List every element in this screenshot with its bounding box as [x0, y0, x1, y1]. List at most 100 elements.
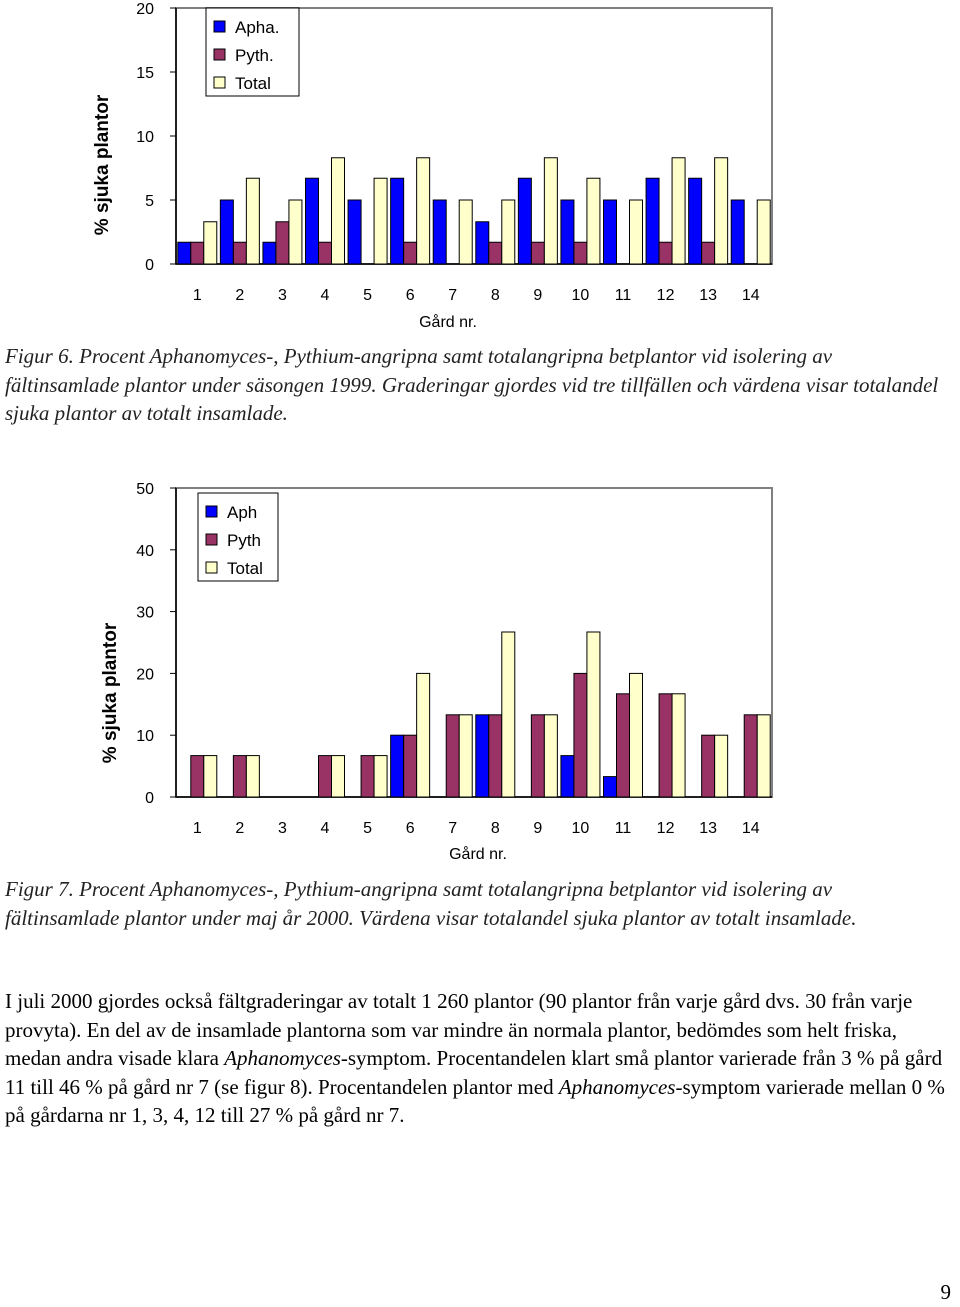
- legend-swatch-pyth: [205, 533, 218, 546]
- bar-pyth-5: [360, 755, 375, 798]
- y-tick-label-10: 10: [136, 728, 154, 745]
- bar-apha-2: [219, 199, 234, 265]
- x-tick-label-9: 9: [533, 820, 542, 837]
- bar-total-2: [245, 177, 260, 265]
- bar-pyth-1: [190, 755, 205, 798]
- bar-total-14: [756, 714, 771, 798]
- bar-total-9: [543, 714, 558, 798]
- bar-total-7: [458, 714, 473, 798]
- x-tick-label-6: 6: [406, 820, 415, 837]
- bar-total-10: [586, 631, 601, 798]
- legend-label-total: Total: [235, 74, 271, 93]
- body-italic-aphanomyces-2: Aphanomyces: [558, 1074, 676, 1099]
- x-tick-label-3: 3: [278, 820, 287, 837]
- bar-total-10: [586, 177, 601, 265]
- y-tick-label-0: 0: [145, 790, 154, 807]
- bar-apha-5: [347, 199, 362, 265]
- bar-aph-10: [560, 755, 575, 798]
- legend-label-total: Total: [227, 559, 263, 578]
- x-tick-label-14: 14: [742, 820, 760, 837]
- bar-total-11: [629, 199, 643, 265]
- x-tick-label-13: 13: [699, 287, 717, 304]
- bar-total-2: [245, 755, 260, 798]
- legend: Aph Pyth Total: [197, 492, 279, 582]
- x-tick-label-13: 13: [699, 820, 717, 837]
- bar-pyth-9: [530, 714, 545, 798]
- legend-swatch-pyth: [213, 48, 226, 61]
- bar-total-1: [203, 755, 218, 798]
- body-text-1: I juli 2000 gjordes också fältgraderinga…: [5, 989, 913, 1070]
- bar-pyth-13: [701, 241, 716, 265]
- bar-total-7: [458, 199, 473, 265]
- y-tick-label-5: 5: [145, 193, 154, 210]
- x-tick-label-5: 5: [363, 820, 372, 837]
- y-tick-label-40: 40: [136, 543, 154, 560]
- body-text-3: -symptom varierade mellan 0 % på gårdarn…: [5, 1074, 945, 1128]
- bar-pyth-8: [488, 714, 503, 798]
- bar-pyth-1: [190, 241, 205, 265]
- x-tick-label-2: 2: [235, 287, 244, 304]
- bar-total-12: [671, 157, 686, 265]
- bar-pyth-6: [403, 241, 418, 265]
- bar-apha-9: [517, 177, 532, 265]
- legend-swatch-aph: [205, 505, 218, 518]
- bar-pyth-4: [318, 755, 332, 798]
- body-italic-aphanomyces-1: Aphanomyces: [224, 1046, 341, 1070]
- bar-apha-6: [390, 177, 405, 265]
- figure-7-caption: Figur 7. Procent Aphanomyces-, Pythium-a…: [5, 877, 857, 930]
- bar-pyth-2: [232, 241, 247, 265]
- page-number: 9: [940, 1280, 952, 1304]
- bar-total-13: [714, 157, 729, 265]
- bar-total-5: [373, 177, 388, 265]
- x-axis-label: Gård nr.: [449, 845, 507, 863]
- bar-total-6: [416, 157, 431, 265]
- x-tick-label-12: 12: [657, 287, 675, 304]
- legend-swatch-total: [213, 76, 226, 89]
- bar-total-13: [714, 734, 729, 798]
- y-tick-label-0: 0: [145, 257, 154, 274]
- y-tick-label-20: 20: [136, 666, 154, 683]
- bar-apha-3: [262, 241, 277, 265]
- bar-apha-1: [177, 241, 192, 265]
- x-tick-label-7: 7: [448, 820, 457, 837]
- bar-total-4: [331, 755, 345, 798]
- bar-pyth-12: [658, 693, 673, 798]
- bar-pyth-12: [658, 241, 673, 265]
- bar-apha-10: [560, 199, 575, 265]
- y-axis-label: % sjuka plantor: [92, 94, 113, 235]
- x-tick-label-9: 9: [533, 287, 542, 304]
- legend-label-pyth: Pyth: [227, 531, 261, 550]
- bar-total-3: [288, 199, 303, 265]
- bar-total-12: [671, 693, 686, 798]
- bar-apha-8: [475, 221, 490, 265]
- y-tick-label-10: 10: [136, 129, 154, 146]
- body-paragraph: I juli 2000 gjordes också fältgraderinga…: [5, 987, 950, 1130]
- y-tick-label-20: 20: [136, 1, 154, 18]
- figure-6-caption: Figur 6. Procent Aphanomyces-, Pythium-a…: [5, 344, 939, 425]
- bar-pyth-13: [701, 734, 716, 798]
- bar-aph-11: [603, 776, 617, 798]
- bar-pyth-10: [573, 241, 588, 265]
- x-tick-label-11: 11: [615, 820, 632, 837]
- legend-label-apha: Apha.: [235, 18, 279, 37]
- body-text-2: -symptom. Procentandelen klart små plant…: [5, 1046, 943, 1099]
- legend-swatch-apha: [213, 20, 226, 33]
- x-tick-label-6: 6: [406, 287, 415, 304]
- x-tick-label-5: 5: [363, 287, 372, 304]
- y-tick-label-50: 50: [136, 481, 154, 498]
- x-tick-label-4: 4: [321, 820, 330, 837]
- legend-swatch-total: [205, 561, 218, 574]
- bar-aph-6: [390, 734, 405, 798]
- bar-apha-7: [432, 199, 447, 265]
- legend-label-aph: Aph: [227, 503, 257, 522]
- bar-apha-12: [645, 177, 660, 265]
- bar-total-1: [203, 221, 218, 265]
- bar-total-8: [501, 631, 516, 798]
- x-tick-label-1: 1: [193, 287, 202, 304]
- bar-total-9: [543, 157, 558, 265]
- x-tick-label-8: 8: [491, 820, 500, 837]
- bar-pyth-11: [616, 693, 630, 798]
- bar-apha-4: [305, 177, 319, 265]
